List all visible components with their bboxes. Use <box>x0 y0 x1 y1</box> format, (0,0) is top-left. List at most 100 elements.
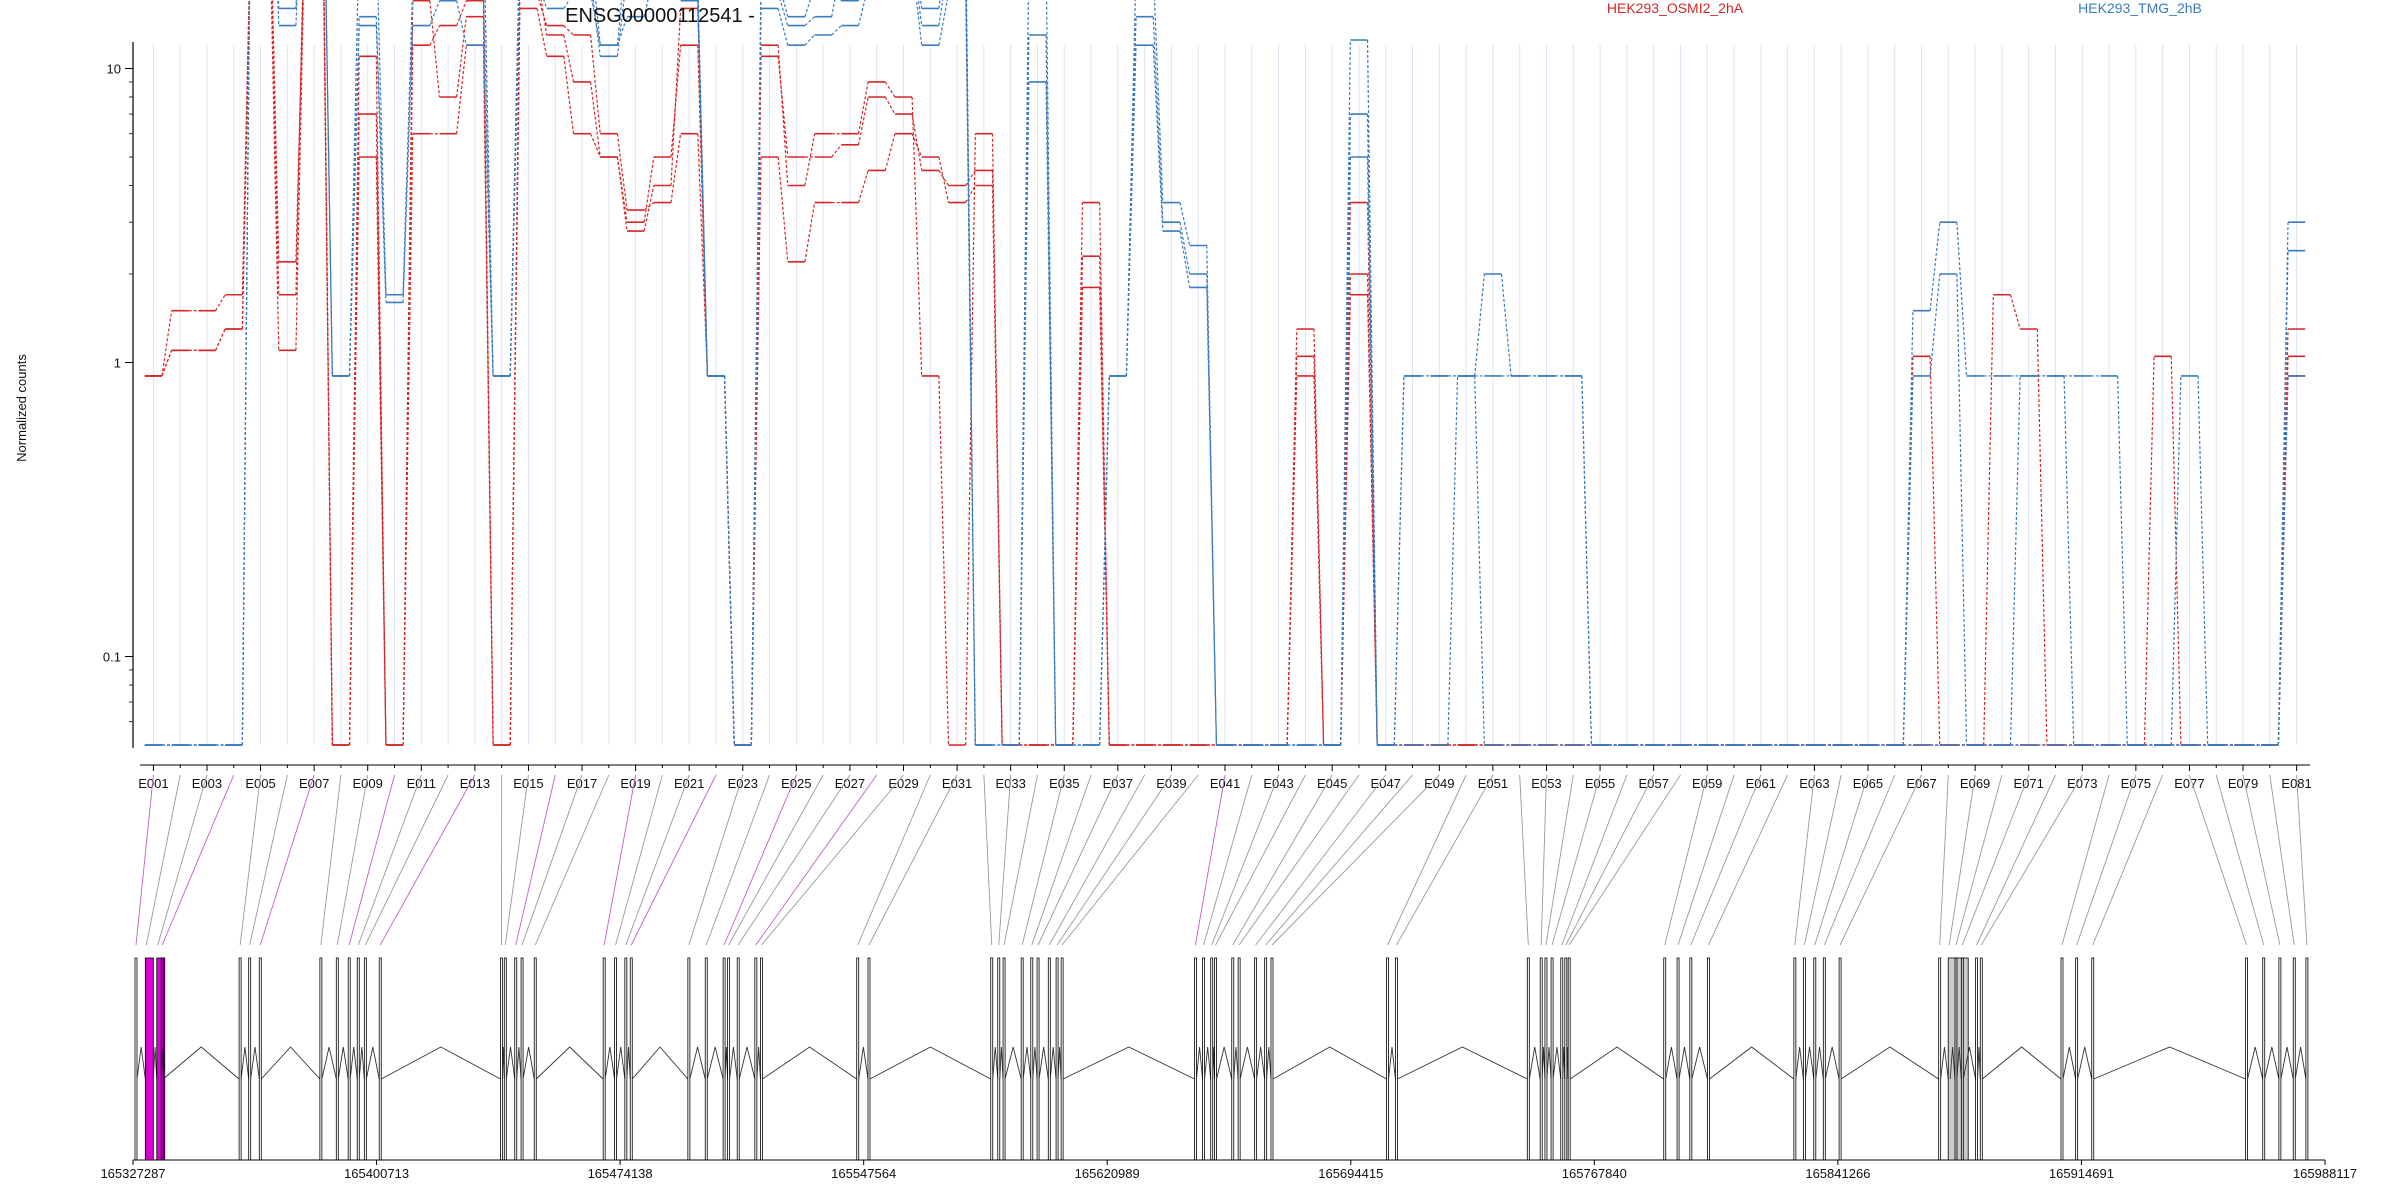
intron-line <box>626 1046 631 1080</box>
intron-line <box>689 1046 706 1080</box>
series-connector <box>1152 16 1164 223</box>
exon-connector <box>357 774 422 946</box>
intron-line <box>1956 1046 1962 1080</box>
exon-box <box>134 957 138 1161</box>
series-connector <box>1286 375 1298 746</box>
series-connector <box>483 0 494 376</box>
series-connector <box>295 0 298 26</box>
series-connector <box>831 144 842 158</box>
exon-box <box>629 957 633 1161</box>
series-connector <box>325 0 333 376</box>
intron-line <box>1266 1046 1272 1080</box>
series-connector <box>482 45 494 746</box>
exon-box <box>2278 957 2282 1161</box>
intron-line <box>2247 1046 2264 1080</box>
intron-line <box>1940 1046 1949 1080</box>
exon-label: E031 <box>942 776 972 791</box>
exon-box <box>335 957 339 1161</box>
series-connector <box>616 156 628 232</box>
series-connector <box>804 34 816 46</box>
intron-line <box>516 1046 522 1080</box>
series-connector <box>375 156 387 746</box>
exon-label: E071 <box>2014 776 2044 791</box>
exon-label: E047 <box>1371 776 1401 791</box>
exon-box <box>1270 957 1274 1161</box>
intron-line <box>505 1046 516 1080</box>
series-connector <box>857 96 869 145</box>
exon-box <box>687 957 691 1161</box>
exon-box <box>1663 957 1667 1161</box>
intron-line <box>762 1046 857 1080</box>
series-connector <box>670 8 682 186</box>
series-lines <box>144 0 2306 746</box>
intron-line <box>1804 1046 1815 1080</box>
exon-connector <box>630 774 717 946</box>
series-connector <box>750 156 762 746</box>
exon-box <box>1231 957 1235 1161</box>
exon-connector <box>1976 774 2056 946</box>
y-tick-label: 1 <box>114 355 121 370</box>
exon-connector <box>1939 774 1949 946</box>
series-connector <box>857 81 869 134</box>
exon-label: E019 <box>620 776 650 791</box>
series-connector <box>591 0 601 46</box>
exon-label: E045 <box>1317 776 1347 791</box>
series-connector <box>1125 45 1137 376</box>
series-connector <box>2170 375 2182 746</box>
series-connector <box>804 16 815 26</box>
series-connector <box>509 0 520 376</box>
exon-connector <box>2189 774 2247 946</box>
series-connector <box>295 0 304 295</box>
series-connector <box>1929 356 1941 746</box>
exon-connector <box>364 774 449 946</box>
series-connector <box>782 0 789 17</box>
exon-connector <box>239 774 262 946</box>
exon-box <box>514 957 518 1161</box>
exon-box <box>533 957 537 1161</box>
series-connector <box>1179 230 1191 288</box>
exon-box <box>1838 957 1842 1161</box>
series-connector <box>1474 375 1485 746</box>
exon-connector <box>1031 774 1092 946</box>
series-connector <box>590 34 601 134</box>
exon-connector <box>868 774 958 946</box>
exon-box <box>160 957 164 1161</box>
exon-connector <box>688 774 744 946</box>
series-connector <box>965 133 976 746</box>
series-connector <box>563 25 574 36</box>
exon-box <box>500 957 503 1161</box>
exon-connector <box>1561 774 1628 946</box>
exon-box <box>867 957 871 1161</box>
intron-line <box>1216 1046 1233 1080</box>
exon-box <box>1979 957 1983 1161</box>
exon-connectors <box>135 774 2308 946</box>
exon-connector <box>1708 774 1789 946</box>
series-connector <box>377 0 387 295</box>
exon-box <box>1055 957 1059 1161</box>
exon-label: E011 <box>407 776 436 791</box>
exon-connector <box>1037 774 1119 946</box>
series-connector <box>1045 81 1057 746</box>
intron-line <box>1256 1046 1266 1080</box>
series-connector <box>1474 273 1485 377</box>
series-connector <box>938 375 950 746</box>
series-connector <box>2063 375 2075 746</box>
intron-line <box>631 1046 689 1080</box>
series-connector <box>2197 375 2209 746</box>
exon-box <box>856 957 860 1161</box>
series-connector <box>1313 375 1325 746</box>
series-connector <box>2143 356 2155 746</box>
exon-connector <box>625 774 690 946</box>
exon-label: E067 <box>1906 776 1936 791</box>
exon-gridlines <box>152 45 2298 745</box>
series-connector <box>911 96 923 376</box>
exon-box <box>2060 957 2064 1161</box>
exon-connector <box>1948 774 1976 946</box>
series-connector <box>2117 375 2128 746</box>
exon-box <box>1002 957 1006 1161</box>
exon-connector <box>1794 774 1815 946</box>
exon-label: E023 <box>728 776 758 791</box>
series-connector <box>777 56 789 158</box>
series-connector <box>965 185 976 203</box>
exon-label: E021 <box>674 776 704 791</box>
